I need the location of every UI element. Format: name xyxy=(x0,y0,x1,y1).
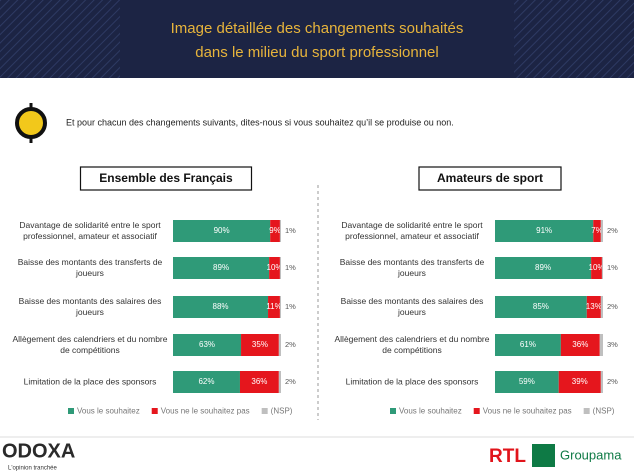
value-label: 2% xyxy=(285,340,296,349)
partner-icon xyxy=(532,444,555,467)
value-label: 63% xyxy=(199,340,215,349)
bar-segment xyxy=(601,257,603,279)
bar-segment xyxy=(268,296,280,318)
category-label: Baisse des montants des salaires des jou… xyxy=(340,296,484,317)
value-label: 36% xyxy=(251,377,267,386)
value-label: 91% xyxy=(536,226,552,235)
chart-title-box xyxy=(418,166,562,191)
value-label: 35% xyxy=(252,340,268,349)
category-label: Baisse des montants des transferts de jo… xyxy=(339,257,485,278)
bar-segment xyxy=(173,220,271,242)
category-label: Limitation de la place des sponsors xyxy=(345,376,479,387)
category-label: Baisse des montants des salaires des jou… xyxy=(18,296,162,317)
bar-segment xyxy=(173,371,240,393)
value-label: 2% xyxy=(607,377,618,386)
legend-swatch xyxy=(473,408,480,414)
bar-segment xyxy=(173,334,242,356)
header-title: dans le milieu du sport professionnel xyxy=(195,44,438,61)
bar-segment xyxy=(279,220,281,242)
bar-segment xyxy=(560,334,600,356)
value-label: 1% xyxy=(607,263,618,272)
bar-segment xyxy=(279,296,281,318)
bar-segment xyxy=(278,334,281,356)
chart-title: Ensemble des Français xyxy=(99,171,233,185)
category-label: Allègement des calendriers et du nombre … xyxy=(12,334,168,355)
header-center xyxy=(120,0,514,78)
bar-segment xyxy=(270,220,280,242)
value-label: 59% xyxy=(519,377,535,386)
bar-segment xyxy=(278,371,281,393)
value-label: 10% xyxy=(267,263,283,272)
chart-title-box xyxy=(79,166,253,191)
value-label: 1% xyxy=(285,302,296,311)
bar-segment xyxy=(593,220,601,242)
value-label: 2% xyxy=(607,226,618,235)
value-label: 89% xyxy=(535,263,551,272)
bar-segment xyxy=(495,296,587,318)
bar-segment xyxy=(241,334,279,356)
legend-swatch xyxy=(583,408,590,414)
legend-swatch xyxy=(68,408,74,414)
legend-swatch xyxy=(390,408,396,414)
tagline: L'opinion tranchée xyxy=(8,466,58,472)
bar-segment xyxy=(495,334,561,356)
legend-label: Vous ne le souhaitez pas xyxy=(483,407,572,416)
value-label: 62% xyxy=(198,377,214,386)
bar-segment xyxy=(495,257,592,279)
value-label: 10% xyxy=(589,263,605,272)
value-label: 2% xyxy=(285,377,296,386)
bar-segment xyxy=(239,371,279,393)
bar-segment xyxy=(173,257,270,279)
chart-title: Amateurs de sport xyxy=(437,171,543,185)
bar-segment xyxy=(279,257,281,279)
question-text: Et pour chacun des changements suivants,… xyxy=(66,117,454,127)
value-label: 1% xyxy=(285,263,296,272)
bar-segment xyxy=(600,296,603,318)
value-label: 1% xyxy=(285,226,296,235)
partner-logo: Groupama xyxy=(560,447,622,462)
value-label: 88% xyxy=(213,302,229,311)
bar-segment xyxy=(586,296,601,318)
value-label: 90% xyxy=(214,226,230,235)
bar-segment xyxy=(269,257,280,279)
legend-label: Vous ne le souhaitez pas xyxy=(161,407,250,416)
bar-segment xyxy=(591,257,602,279)
category-label: Allègement des calendriers et du nombre … xyxy=(334,334,490,355)
question-icon xyxy=(15,103,47,143)
partner-logo: RTL xyxy=(489,446,526,467)
legend-label: (NSP) xyxy=(271,407,293,416)
value-label: 7% xyxy=(591,226,603,235)
value-label: 39% xyxy=(572,377,588,386)
value-label: 2% xyxy=(607,302,618,311)
value-label: 13% xyxy=(586,302,602,311)
legend-label: Vous le souhaitez xyxy=(77,407,140,416)
legend-label: (NSP) xyxy=(593,407,615,416)
bar-segment xyxy=(599,334,603,356)
bar-segment xyxy=(600,371,603,393)
value-label: 3% xyxy=(607,340,618,349)
bar-segment xyxy=(600,220,603,242)
category-label: Limitation de la place des sponsors xyxy=(23,376,157,387)
bar-segment xyxy=(558,371,601,393)
legend-label: Vous le souhaitez xyxy=(399,407,462,416)
bar-segment xyxy=(495,371,559,393)
value-label: 85% xyxy=(533,302,549,311)
brand: ODOXA xyxy=(2,440,75,462)
value-label: 61% xyxy=(520,340,536,349)
bar-segment xyxy=(495,220,594,242)
category-label: Davantage de solidarité entre le sport p… xyxy=(19,220,161,241)
header-title: Image détaillée des changements souhaité… xyxy=(171,20,464,37)
value-label: 36% xyxy=(572,340,588,349)
category-label: Baisse des montants des transferts de jo… xyxy=(17,257,163,278)
value-label: 9% xyxy=(269,226,281,235)
bar-segment xyxy=(173,296,269,318)
value-label: 89% xyxy=(213,263,229,272)
value-label: 11% xyxy=(266,302,281,311)
category-label: Davantage de solidarité entre le sport p… xyxy=(341,220,483,241)
legend-swatch xyxy=(261,408,268,414)
legend-swatch xyxy=(151,408,158,414)
